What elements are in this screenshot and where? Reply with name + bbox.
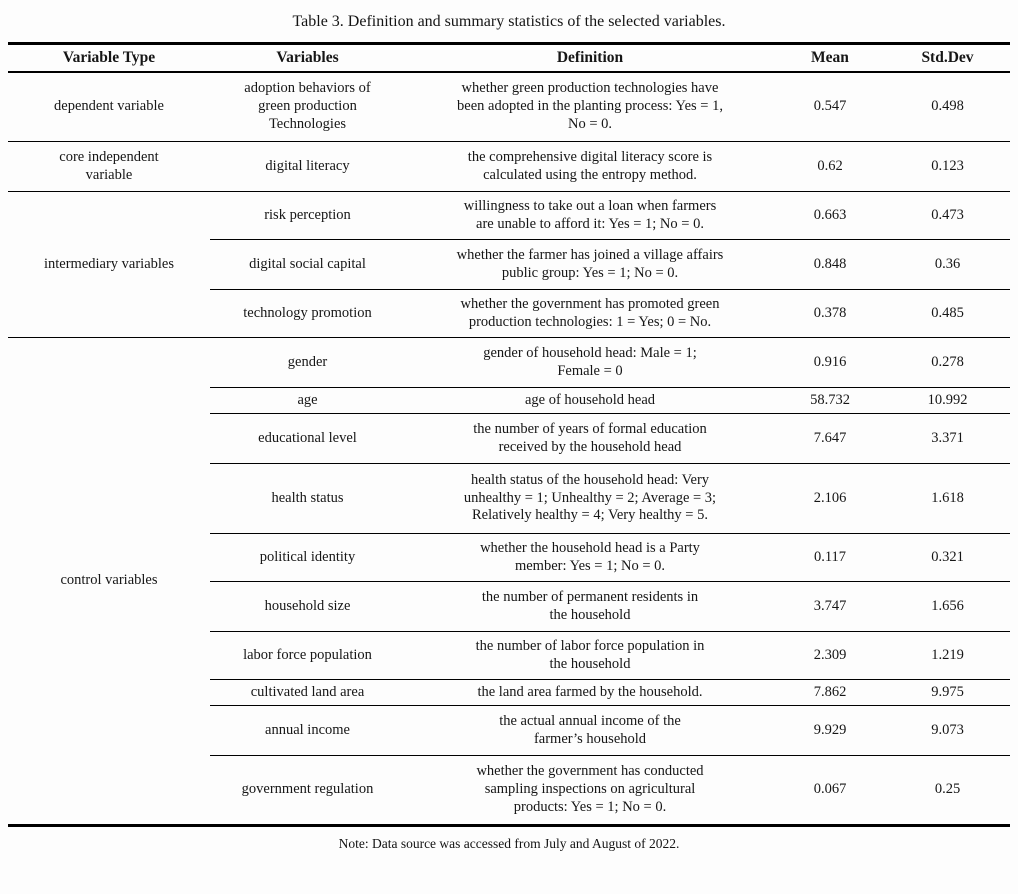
variable-name-cell: gender — [210, 337, 405, 388]
col-header-stddev: Std.Dev — [885, 43, 1010, 73]
stddev-value-cell: 0.25 — [934, 781, 961, 798]
mean-value-cell: 0.663 — [775, 191, 885, 240]
summary-statistics-table: Variable Type Variables Definition Mean … — [8, 42, 1010, 827]
table-caption: Table 3. Definition and summary statisti… — [292, 13, 726, 30]
definition-cell: the comprehensive digital literacy score… — [405, 141, 775, 192]
stddev-value-cell: 0.485 — [885, 289, 1010, 338]
col-header-variables: Variables — [210, 43, 405, 73]
variable-name-cell: digital literacy — [210, 141, 405, 192]
definition-cell: gender of household head: Male = 1; Fema… — [405, 337, 775, 388]
variable-name-cell: political identity — [210, 533, 405, 582]
mean-value-cell: 0.848 — [775, 239, 885, 290]
stddev-value-cell: 0.498 — [885, 71, 1010, 142]
table-row: household size the number of permanent r… — [8, 581, 1010, 632]
stddev-value-cell: 1.219 — [885, 631, 1010, 680]
definition-cell: whether the farmer has joined a village … — [405, 239, 775, 290]
mean-value-cell: 3.747 — [775, 581, 885, 632]
variable-name-cell: annual income — [210, 705, 405, 756]
mean-value-cell: 7.647 — [775, 413, 885, 464]
definition-cell: the number of labor force population in … — [405, 631, 775, 680]
mean-value-cell: 0.117 — [775, 533, 885, 582]
mean-value-cell: 0.378 — [775, 289, 885, 338]
variable-type-cell: core independent variable — [8, 141, 210, 192]
variable-name-cell: cultivated land area — [210, 679, 405, 706]
table-row: dependent variable adoption behaviors of… — [8, 71, 1010, 142]
mean-value-cell: 58.732 — [775, 387, 885, 414]
definition-cell: the actual annual income of the farmer’s… — [405, 705, 775, 756]
mean-value-cell: 7.862 — [775, 679, 885, 706]
table-header-row: Variable Type Variables Definition Mean … — [8, 43, 1010, 73]
definition-cell: age of household head — [405, 387, 775, 414]
variable-name-cell: adoption behaviors of green production T… — [210, 71, 405, 142]
table-row: age age of household head 58.732 10.992 — [8, 387, 1010, 414]
table-row: cultivated land area the land area farme… — [8, 679, 1010, 706]
table-row: political identity whether the household… — [8, 533, 1010, 582]
variable-type-cell: dependent variable — [8, 71, 210, 142]
table-row: control variables gender gender of house… — [8, 337, 1010, 588]
mean-value-cell: 0.62 — [775, 141, 885, 192]
variable-type-cell: intermediary variables — [8, 191, 210, 338]
stddev-value-cell: 9.975 — [885, 679, 1010, 706]
stddev-value-cell: 1.656 — [885, 581, 1010, 632]
col-header-mean: Mean — [775, 43, 885, 73]
definition-cell: the number of years of formal education … — [405, 413, 775, 464]
stddev-value-cell: 0.321 — [885, 533, 1010, 582]
stddev-value-cell: 10.992 — [885, 387, 1010, 414]
table-row: intermediary variables risk perception w… — [8, 191, 1010, 338]
definition-cell: whether the government has conducted sam… — [476, 763, 704, 815]
definition-cell: willingness to take out a loan when farm… — [405, 191, 775, 240]
variable-name-cell: labor force population — [210, 631, 405, 680]
col-header-definition: Definition — [405, 43, 775, 73]
table-note: Note: Data source was accessed from July… — [338, 836, 680, 851]
definition-cell: whether the household head is a Party me… — [405, 533, 775, 582]
definition-cell: the land area farmed by the household. — [405, 679, 775, 706]
variable-name-cell: educational level — [210, 413, 405, 464]
variable-name-cell: health status — [210, 463, 405, 534]
col-header-variable-type: Variable Type — [8, 43, 210, 73]
variable-name-cell: digital social capital — [210, 239, 405, 290]
stddev-value-cell: 0.123 — [885, 141, 1010, 192]
table-row: government regulation whether the govern… — [8, 756, 1010, 826]
definition-cell: the number of permanent residents in the… — [405, 581, 775, 632]
stddev-value-cell: 3.371 — [885, 413, 1010, 464]
stddev-value-cell: 0.473 — [885, 191, 1010, 240]
variable-name-cell: household size — [210, 581, 405, 632]
variable-type-cell: control variables — [60, 572, 158, 589]
mean-value-cell: 0.916 — [775, 337, 885, 388]
table-row: health status health status of the house… — [8, 463, 1010, 534]
variable-name-cell: risk perception — [210, 191, 405, 240]
mean-value-cell: 0.067 — [813, 781, 847, 798]
stddev-value-cell: 1.618 — [885, 463, 1010, 534]
table-row: technology promotion whether the governm… — [8, 289, 1010, 338]
mean-value-cell: 0.547 — [775, 71, 885, 142]
table-row: educational level the number of years of… — [8, 413, 1010, 464]
definition-cell: whether green production technologies ha… — [405, 71, 775, 142]
variable-name-cell: technology promotion — [210, 289, 405, 338]
mean-value-cell: 9.929 — [775, 705, 885, 756]
table-row: digital social capital whether the farme… — [8, 239, 1010, 290]
definition-cell: health status of the household head: Ver… — [405, 463, 775, 534]
variable-name-cell: government regulation — [241, 781, 374, 798]
mean-value-cell: 2.309 — [775, 631, 885, 680]
stddev-value-cell: 0.278 — [885, 337, 1010, 388]
stddev-value-cell: 9.073 — [885, 705, 1010, 756]
table-row: annual income the actual annual income o… — [8, 705, 1010, 756]
table-row: core independent variable digital litera… — [8, 141, 1010, 192]
variable-name-cell: age — [210, 387, 405, 414]
mean-value-cell: 2.106 — [775, 463, 885, 534]
definition-cell: whether the government has promoted gree… — [405, 289, 775, 338]
stddev-value-cell: 0.36 — [885, 239, 1010, 290]
table-row: labor force population the number of lab… — [8, 631, 1010, 680]
